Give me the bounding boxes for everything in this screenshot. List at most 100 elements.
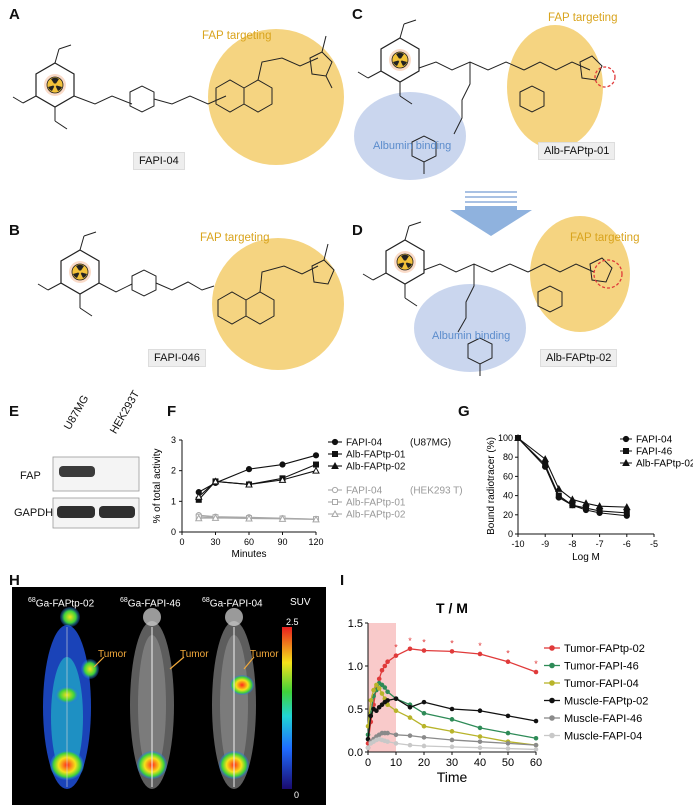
nitrile-highlight-d <box>593 259 623 289</box>
f-point <box>278 475 287 483</box>
i-point <box>477 725 483 731</box>
i-y-tick-label: 1.0 <box>348 661 363 673</box>
g-point <box>568 495 577 503</box>
tumor-arrow-2 <box>169 656 185 670</box>
f-x-tick-label: 30 <box>210 537 220 547</box>
tumor-label-2: Tumor <box>180 649 209 660</box>
i-legend-marker <box>549 680 555 686</box>
f-x-tick-label: 90 <box>277 537 287 547</box>
f-legend-label: Alb-FAPtp-02 <box>346 510 406 521</box>
tumor-label-3: Tumor <box>250 649 279 660</box>
gapdh-band-hek293t <box>99 506 135 518</box>
g-legend-marker <box>622 435 630 443</box>
i-point <box>449 729 455 734</box>
fap-targeting-label-c: FAP targeting <box>548 12 618 24</box>
i-legend-label: Muscle-FAPI-46 <box>564 713 642 725</box>
i-x-tick-label: 20 <box>418 757 430 769</box>
f-point <box>312 452 320 459</box>
i-point <box>449 744 455 750</box>
g-point <box>623 509 630 516</box>
i-point <box>449 706 455 712</box>
i-x-tick-label: 10 <box>390 757 402 769</box>
g-y-label: Bound radiotracer (%) <box>486 437 497 535</box>
i-legend-label: Tumor-FAPtp-02 <box>564 643 645 655</box>
g-y-tick-label: 100 <box>498 433 513 443</box>
albumin-binding-label-c: Albumin binding <box>373 140 452 152</box>
i-point <box>385 698 390 703</box>
i-point <box>382 663 388 669</box>
structure-d <box>362 216 630 376</box>
panel-label-i: I <box>340 572 345 589</box>
i-point <box>371 687 376 693</box>
i-point <box>407 646 413 652</box>
i-point <box>477 708 483 714</box>
pet-title-3: 68Ga-FAPI-04 <box>202 597 263 610</box>
i-legend-marker <box>549 715 555 721</box>
i-significance-star: * <box>408 636 412 646</box>
f-point <box>312 515 320 523</box>
g-y-tick-label: 60 <box>503 471 513 481</box>
pet-mouse-1 <box>43 607 99 789</box>
i-legend-marker <box>549 662 555 669</box>
i-x-tick-label: 30 <box>446 757 458 769</box>
i-point <box>421 648 427 653</box>
tumor-arrow-1 <box>93 656 105 668</box>
fap-targeting-label-b: FAP targeting <box>200 232 270 244</box>
i-x-tick-label: 40 <box>474 757 486 769</box>
transform-arrow <box>450 191 532 236</box>
i-point <box>376 676 382 682</box>
i-point <box>368 698 374 703</box>
f-legend-label: FAPI-04 <box>346 438 383 449</box>
fap-band-u87mg <box>59 466 95 477</box>
fap-targeting-region-b <box>212 238 344 370</box>
albumin-binding-label-d: Albumin binding <box>432 330 511 342</box>
i-x-tick-label: 50 <box>502 757 514 769</box>
f-y-tick-label: 1 <box>171 496 176 506</box>
carboxyl-highlight-c <box>594 66 616 88</box>
g-y-tick-label: 40 <box>503 491 513 501</box>
i-point <box>421 699 427 705</box>
g-point <box>595 502 604 510</box>
i-y-tick-label: 1.5 <box>348 618 363 630</box>
g-legend-label: Alb-FAPtp-02 <box>636 459 693 470</box>
i-point <box>533 742 539 748</box>
f-point <box>211 513 220 521</box>
g-point <box>541 455 550 463</box>
i-x-label: Time <box>437 769 468 785</box>
i-point <box>477 745 483 750</box>
f-x-tick-label: 60 <box>244 537 254 547</box>
i-point <box>385 659 390 664</box>
pet-scans <box>43 607 292 789</box>
f-legend-marker <box>331 461 339 469</box>
compound-name-a: FAPI-04 <box>133 152 185 170</box>
f-legend-group: (HEK293 T) <box>410 486 463 497</box>
pet-panel: 68Ga-FAPtp-02 68Ga-FAPI-46 68Ga-FAPI-04 … <box>12 587 326 805</box>
i-point <box>533 669 539 675</box>
f-legend-label: Alb-FAPtp-01 <box>346 498 406 509</box>
i-point <box>477 739 483 744</box>
g-x-tick-label: -9 <box>541 539 549 549</box>
i-legend-marker <box>549 697 555 704</box>
f-y-tick-label: 0 <box>171 527 176 537</box>
suv-max: 2.5 <box>286 617 299 627</box>
f-y-tick-label: 3 <box>171 435 176 445</box>
g-point <box>622 503 631 511</box>
albumin-binding-region-c <box>354 92 466 180</box>
fap-targeting-region-c <box>507 25 603 149</box>
f-point <box>194 492 203 500</box>
g-x-tick-label: -10 <box>511 539 524 549</box>
panel-label-c: C <box>352 6 363 23</box>
i-legend-label: Muscle-FAPI-04 <box>564 731 642 743</box>
panel-label-a: A <box>9 6 20 23</box>
f-legend-marker <box>332 499 338 505</box>
f-point <box>245 466 253 473</box>
i-legend-marker <box>549 645 555 651</box>
structure-c <box>354 19 616 180</box>
i-point <box>393 732 399 738</box>
f-legend-marker <box>332 451 338 457</box>
f-legend-marker <box>331 438 339 446</box>
i-point <box>477 734 483 739</box>
